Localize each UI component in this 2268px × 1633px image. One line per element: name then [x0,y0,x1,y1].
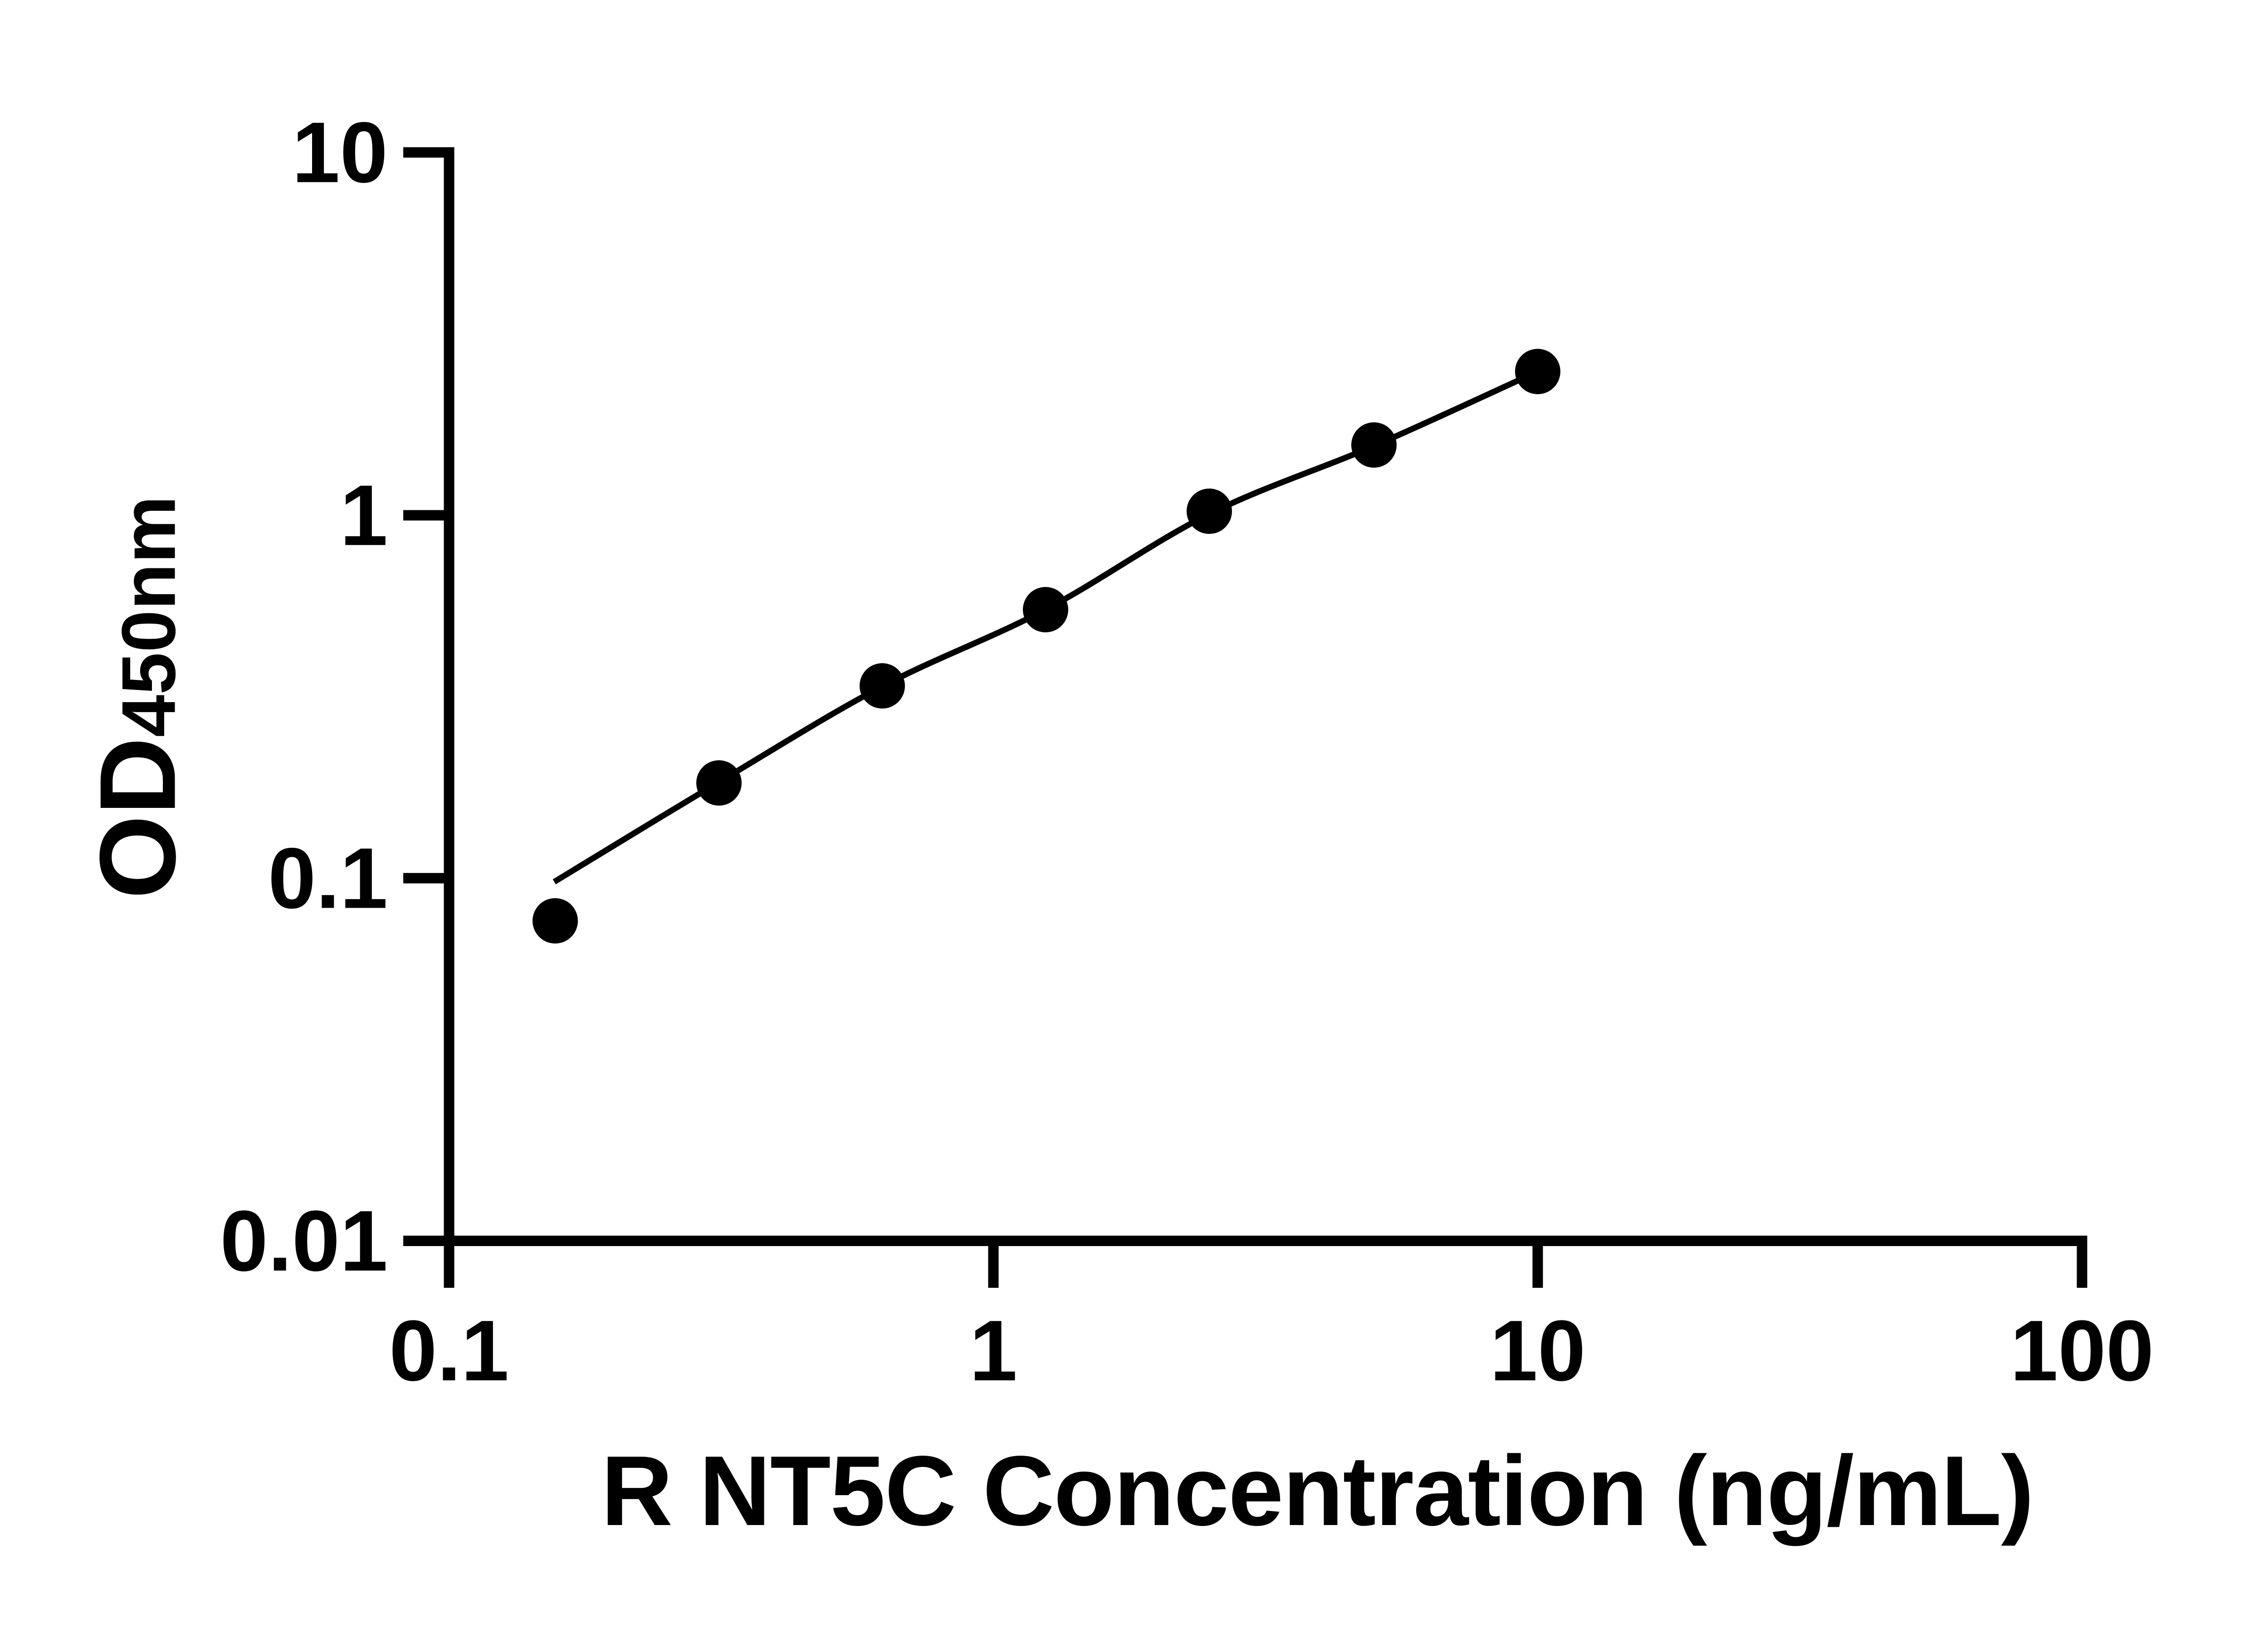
svg-text:100: 100 [2010,1303,2154,1399]
svg-text:0.1: 0.1 [268,831,388,927]
svg-text:0.01: 0.01 [220,1193,388,1289]
svg-text:1: 1 [340,468,388,564]
svg-text:10: 10 [292,105,388,201]
svg-text:R NT5C Concentration (ng/mL): R NT5C Concentration (ng/mL) [601,1436,2033,1546]
svg-text:0.1: 0.1 [389,1303,509,1399]
svg-text:1: 1 [969,1303,1017,1399]
svg-text:10: 10 [1490,1303,1585,1399]
